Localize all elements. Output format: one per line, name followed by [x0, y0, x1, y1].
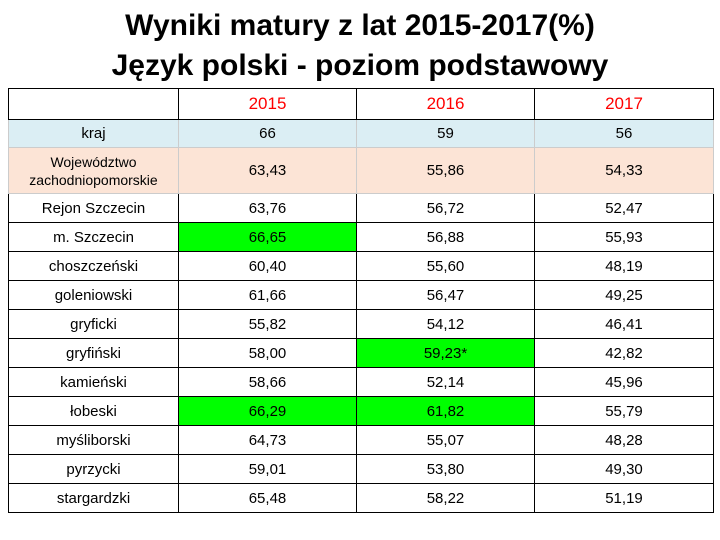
score-cell: 54,33: [534, 147, 714, 194]
table-row: stargardzki 65,48 58,22 51,19: [8, 483, 714, 513]
score-cell: 61,66: [178, 280, 357, 310]
table-row: pyrzycki 59,01 53,80 49,30: [8, 454, 714, 484]
row-label: kraj: [8, 119, 179, 148]
row-label: Rejon Szczecin: [8, 193, 179, 223]
score-cell: 55,60: [356, 251, 535, 281]
score-cell: 55,79: [534, 396, 714, 426]
score-cell: 56,88: [356, 222, 535, 252]
row-label: goleniowski: [8, 280, 179, 310]
score-cell: 48,28: [534, 425, 714, 455]
page-title: Wyniki matury z lat 2015-2017(%) Język p…: [0, 6, 720, 86]
score-cell: 58,66: [178, 367, 357, 397]
highlighted-score-cell: 59,23*: [356, 338, 535, 368]
score-cell: 65,48: [178, 483, 357, 513]
score-cell: 55,07: [356, 425, 535, 455]
year-header: 2016: [356, 88, 535, 120]
score-cell: 63,43: [178, 147, 357, 194]
score-cell: 66: [178, 119, 357, 148]
title-line-1: Wyniki matury z lat 2015-2017(%): [125, 9, 595, 42]
row-label: pyrzycki: [8, 454, 179, 484]
score-cell: 59: [356, 119, 535, 148]
score-cell: 58,22: [356, 483, 535, 513]
row-label: łobeski: [8, 396, 179, 426]
score-cell: 58,00: [178, 338, 357, 368]
table-row: Rejon Szczecin 63,76 56,72 52,47: [8, 193, 714, 223]
title-line-2: Język polski - poziom podstawowy: [111, 49, 609, 82]
table-row: myśliborski 64,73 55,07 48,28: [8, 425, 714, 455]
score-cell: 56,72: [356, 193, 535, 223]
highlighted-score-cell: 66,29: [178, 396, 357, 426]
highlighted-score-cell: 66,65: [178, 222, 357, 252]
table-row: choszczeński 60,40 55,60 48,19: [8, 251, 714, 281]
table-header-row: 2015 2016 2017: [8, 88, 714, 120]
score-cell: 48,19: [534, 251, 714, 281]
score-cell: 53,80: [356, 454, 535, 484]
row-label: gryficki: [8, 309, 179, 339]
score-cell: 59,01: [178, 454, 357, 484]
score-cell: 45,96: [534, 367, 714, 397]
score-cell: 51,19: [534, 483, 714, 513]
corner-cell: [8, 88, 179, 120]
score-cell: 56: [534, 119, 714, 148]
row-label: choszczeński: [8, 251, 179, 281]
score-cell: 56,47: [356, 280, 535, 310]
table-row: kraj 66 59 56: [8, 119, 714, 148]
year-header: 2015: [178, 88, 357, 120]
score-cell: 60,40: [178, 251, 357, 281]
row-label: gryfiński: [8, 338, 179, 368]
results-table: 2015 2016 2017 kraj 66 59 56 Województwo…: [8, 88, 714, 513]
score-cell: 42,82: [534, 338, 714, 368]
row-label: kamieński: [8, 367, 179, 397]
table-row: łobeski 66,29 61,82 55,79: [8, 396, 714, 426]
score-cell: 52,14: [356, 367, 535, 397]
table-row: m. Szczecin 66,65 56,88 55,93: [8, 222, 714, 252]
score-cell: 52,47: [534, 193, 714, 223]
score-cell: 54,12: [356, 309, 535, 339]
year-header: 2017: [534, 88, 714, 120]
score-cell: 64,73: [178, 425, 357, 455]
score-cell: 49,25: [534, 280, 714, 310]
score-cell: 46,41: [534, 309, 714, 339]
score-cell: 55,82: [178, 309, 357, 339]
score-cell: 55,86: [356, 147, 535, 194]
score-cell: 63,76: [178, 193, 357, 223]
highlighted-score-cell: 61,82: [356, 396, 535, 426]
row-label: stargardzki: [8, 483, 179, 513]
row-label: m. Szczecin: [8, 222, 179, 252]
score-cell: 55,93: [534, 222, 714, 252]
table-row: Województwo zachodniopomorskie 63,43 55,…: [8, 147, 714, 194]
score-cell: 49,30: [534, 454, 714, 484]
table-row: gryfiński 58,00 59,23* 42,82: [8, 338, 714, 368]
table-row: gryficki 55,82 54,12 46,41: [8, 309, 714, 339]
row-label: myśliborski: [8, 425, 179, 455]
table-row: goleniowski 61,66 56,47 49,25: [8, 280, 714, 310]
table-row: kamieński 58,66 52,14 45,96: [8, 367, 714, 397]
row-label: Województwo zachodniopomorskie: [8, 147, 179, 194]
